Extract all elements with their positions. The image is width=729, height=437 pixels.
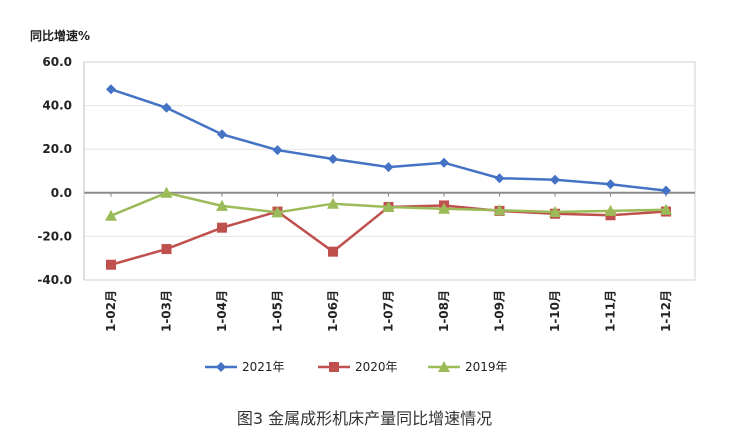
- x-tick-label: 1-09月: [493, 290, 507, 332]
- x-tick-label: 1-11月: [604, 290, 618, 332]
- x-tick-label: 1-04月: [215, 290, 229, 332]
- data-point: [106, 84, 116, 95]
- y-tick-label: 0.0: [51, 186, 72, 200]
- data-point: [327, 197, 339, 209]
- data-point: [438, 202, 450, 214]
- data-point: [605, 179, 616, 190]
- data-point: [604, 204, 617, 216]
- x-tick-label: 1-10月: [548, 290, 562, 332]
- data-point: [493, 204, 506, 216]
- data-point: [328, 154, 338, 165]
- chart-grid: [83, 61, 696, 281]
- data-point: [494, 173, 505, 184]
- legend-item: 2021年: [205, 360, 285, 374]
- legend-label: 2021年: [242, 360, 285, 374]
- data-point: [550, 174, 560, 185]
- y-tick-label: 60.0: [42, 55, 72, 69]
- y-tick-label: -40.0: [37, 273, 72, 287]
- legend-item: 2020年: [318, 360, 398, 374]
- x-tick-label: 1-06月: [326, 290, 340, 332]
- x-axis-ticks: 1-02月 1-03月 1-04月 1-05月 1-06月 1-07月 1-08月 1-09月…: [104, 192, 673, 332]
- x-tick-label: 1-05月: [271, 290, 285, 332]
- data-point: [328, 246, 338, 257]
- y-tick-label: -20.0: [37, 229, 72, 243]
- y-tick-label: 20.0: [42, 142, 72, 156]
- data-point: [549, 205, 561, 217]
- data-point: [383, 162, 394, 173]
- legend-marker: [438, 361, 450, 372]
- x-tick-label: 1-07月: [382, 290, 396, 332]
- data-point: [272, 145, 283, 156]
- data-point: [216, 199, 228, 211]
- figure-caption: 图3 金属成形机床产量同比增速情况: [236, 409, 493, 428]
- x-tick-label: 1-12月: [659, 290, 673, 332]
- legend-marker: [329, 362, 339, 372]
- chart-legend: 2021年 2020年 2019年: [205, 360, 508, 374]
- legend-item: 2019年: [428, 360, 508, 374]
- series-2019年: [105, 186, 672, 221]
- series-line: [110, 88, 667, 192]
- data-point: [161, 102, 172, 113]
- series-line: [110, 204, 667, 266]
- x-tick-label: 1-02月: [104, 290, 118, 332]
- data-point: [660, 203, 672, 215]
- legend-marker: [216, 362, 226, 372]
- data-point: [160, 186, 173, 198]
- data-point: [271, 206, 284, 218]
- data-point: [661, 185, 671, 196]
- legend-label: 2019年: [465, 360, 508, 374]
- legend-label: 2020年: [355, 360, 398, 374]
- data-point: [217, 222, 227, 233]
- data-point: [439, 157, 449, 168]
- series-2021年: [106, 84, 671, 196]
- data-point: [106, 259, 116, 270]
- x-tick-label: 1-08月: [437, 290, 451, 332]
- y-tick-label: 40.0: [42, 99, 72, 113]
- x-tick-label: 1-03月: [160, 290, 174, 332]
- data-point: [382, 200, 395, 212]
- chart-series: [105, 84, 672, 270]
- data-point: [161, 244, 172, 255]
- data-point: [217, 129, 227, 140]
- y-axis-label: 同比增速%: [30, 28, 90, 43]
- data-point: [105, 209, 117, 221]
- y-axis-ticks: 60.0 40.0 20.0 0.0 -20.0 -40.0: [37, 55, 72, 287]
